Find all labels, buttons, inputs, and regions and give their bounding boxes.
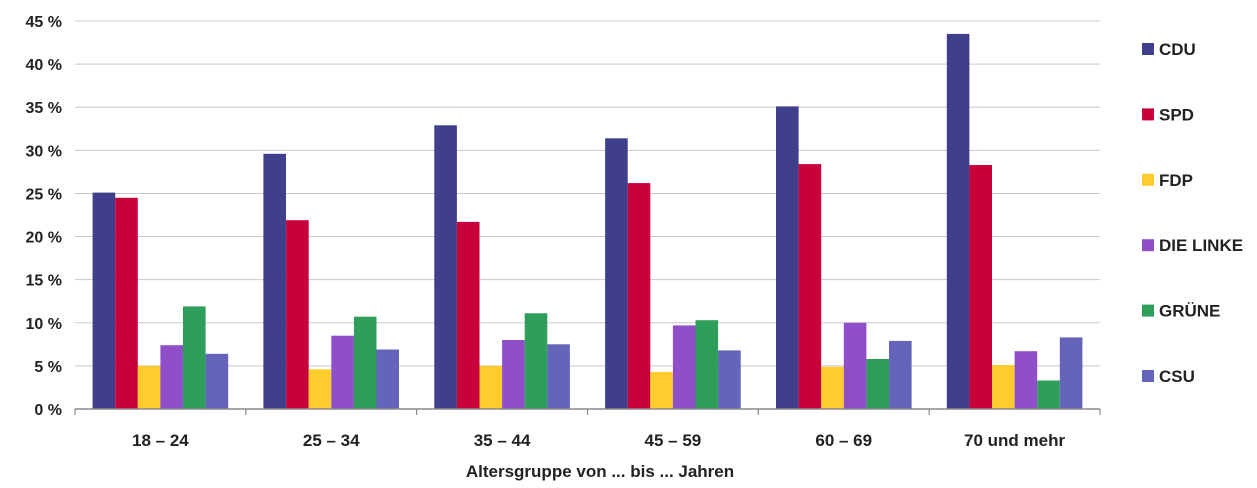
bar-spd-4 [798,164,822,409]
legend-swatch-die-linke [1142,239,1154,252]
bar-csu-3 [718,350,741,409]
bar-gr-ne-0 [183,306,206,409]
bar-csu-0 [205,353,229,409]
x-tick-label: 25 – 34 [303,431,360,450]
legend: CDU SPD FDP DIE LINKE GRÜNE CSU [1142,40,1243,386]
bar-die-linke-1 [331,335,354,409]
bar-cdu-4 [776,106,799,410]
y-tick-label: 5 % [34,359,62,376]
bar-cdu-1 [263,153,286,409]
legend-swatch-fdp [1142,173,1154,186]
bar-spd-5 [969,165,992,409]
legend-swatch-csu [1142,370,1154,382]
bar-csu-2 [547,344,570,409]
y-tick-label: 15 % [26,273,62,290]
y-tick-label: 30 % [26,143,62,160]
bar-cdu-5 [946,33,970,410]
bar-fdp-5 [992,365,1015,409]
x-tick-label: 70 und mehr [964,431,1065,450]
legend-label: CSU [1159,367,1195,386]
y-tick-label: 40 % [26,57,62,74]
bar-spd-1 [286,220,309,409]
legend-label: FDP [1159,171,1193,190]
bar-die-linke-0 [160,345,183,409]
legend-label: DIE LINKE [1159,236,1243,255]
y-tick-label: 0 % [34,402,62,419]
bar-gr-ne-5 [1037,380,1060,409]
gridlines [75,20,1100,367]
x-axis-label: Altersgruppe von ... bis ... Jahren [466,462,734,481]
bar-fdp-0 [137,365,161,409]
legend-swatch-gr-ne [1142,304,1154,317]
bar-gr-ne-1 [353,316,377,409]
bar-cdu-3 [605,138,628,410]
axes: 0 % 5 % 10 % 15 % 20 % 25 % 30 % 35 % 40 % 45 % 18… [26,14,1101,450]
bar-die-linke-3 [672,325,696,409]
y-tick-label: 45 % [26,14,62,31]
legend-label: GRÜNE [1159,302,1220,321]
bars [92,33,1083,410]
legend-label: CDU [1159,40,1196,59]
bar-die-linke-5 [1014,351,1038,409]
legend-label: SPD [1159,105,1194,124]
legend-swatch-cdu [1142,43,1154,55]
bar-gr-ne-3 [695,320,719,409]
y-tick-label: 35 % [26,100,62,117]
bar-gr-ne-4 [866,359,889,409]
x-tick-label: 45 – 59 [645,431,702,450]
bar-fdp-1 [308,369,332,409]
bar-csu-4 [889,340,912,409]
x-tick-label: 35 – 44 [474,431,531,450]
bar-spd-2 [456,221,480,409]
bar-csu-5 [1059,337,1083,409]
x-tick-label: 18 – 24 [132,431,189,450]
y-tick-label: 25 % [26,186,62,203]
y-tick-label: 10 % [26,316,62,333]
bar-die-linke-2 [502,340,525,409]
y-tick-label: 20 % [26,230,62,247]
legend-swatch-spd [1142,108,1154,121]
x-tick-label: 60 – 69 [815,431,872,450]
bar-fdp-4 [821,366,844,409]
bar-csu-1 [376,349,399,409]
bar-spd-3 [627,183,651,409]
bar-spd-0 [115,197,138,409]
bar-cdu-0 [92,192,116,409]
bar-cdu-2 [434,125,457,410]
bar-fdp-3 [650,371,673,409]
bar-fdp-2 [479,365,503,409]
bar-gr-ne-2 [524,313,548,409]
bar-die-linke-4 [843,322,867,409]
